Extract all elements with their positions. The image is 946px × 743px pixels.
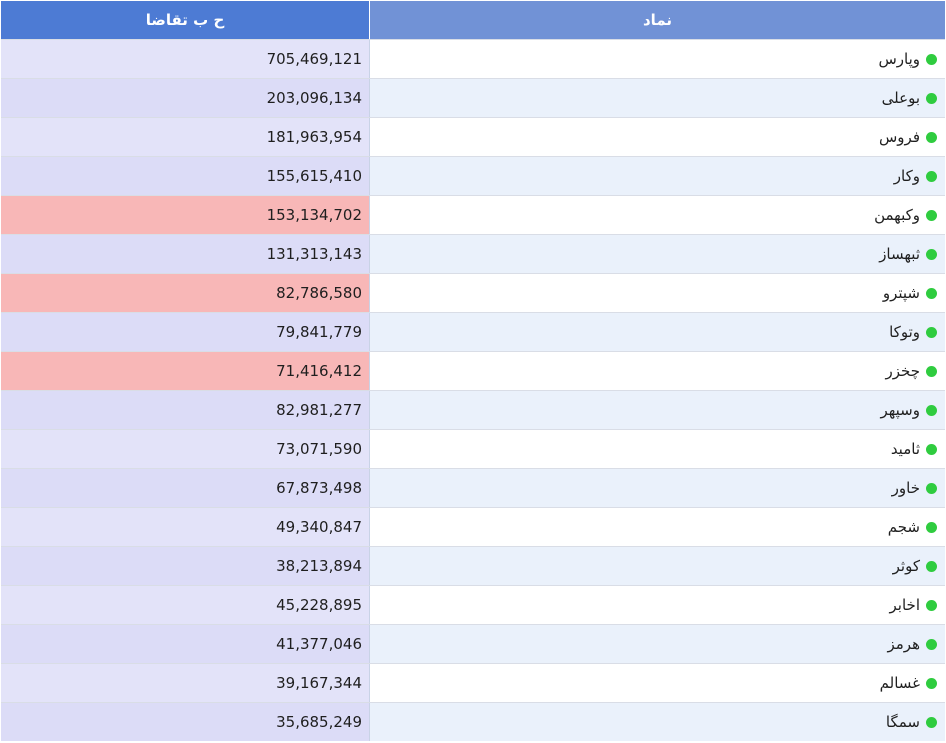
symbol-label: فروس [878, 128, 920, 146]
status-dot-icon [926, 443, 937, 455]
symbol-cell[interactable]: فروس [369, 118, 945, 156]
table-body: وپارس 705,469,121 بوعلی 203,096,134 فروس 181,… [1, 39, 945, 741]
status-dot-icon [926, 248, 937, 260]
demand-value-cell: 705,469,121 [1, 40, 369, 78]
status-dot-icon [926, 521, 937, 533]
symbol-label: وکار [893, 167, 920, 185]
symbol-label: شپترو [882, 284, 920, 302]
symbol-cell[interactable]: وپارس [369, 40, 945, 78]
demand-value-cell: 41,377,046 [1, 625, 369, 663]
symbol-cell[interactable]: شپترو [369, 274, 945, 312]
symbol-cell[interactable]: ثبهساز [369, 235, 945, 273]
status-dot-icon [926, 560, 937, 572]
symbol-cell[interactable]: وتوکا [369, 313, 945, 351]
symbol-label: وکبهمن [874, 206, 920, 224]
symbol-label: غسالم [879, 674, 920, 692]
demand-value-cell: 39,167,344 [1, 664, 369, 702]
table-row[interactable]: وپارس 705,469,121 [1, 39, 945, 78]
table-row[interactable]: وکبهمن 153,134,702 [1, 195, 945, 234]
status-dot-icon [926, 326, 937, 338]
status-dot-icon [926, 404, 937, 416]
column-header-symbol[interactable]: نماد [369, 1, 945, 39]
demand-value-cell: 181,963,954 [1, 118, 369, 156]
status-dot-icon [926, 599, 937, 611]
symbol-cell[interactable]: ثامید [369, 430, 945, 468]
status-dot-icon [926, 677, 937, 689]
symbol-cell[interactable]: خاور [369, 469, 945, 507]
symbol-cell[interactable]: وکبهمن [369, 196, 945, 234]
table-row[interactable]: وکار 155,615,410 [1, 156, 945, 195]
demand-value-cell: 203,096,134 [1, 79, 369, 117]
symbol-cell[interactable]: شجم [369, 508, 945, 546]
symbol-label: چخزر [885, 362, 920, 380]
table-row[interactable]: ثامید 73,071,590 [1, 429, 945, 468]
table-row[interactable]: هرمز 41,377,046 [1, 624, 945, 663]
demand-value-cell: 73,071,590 [1, 430, 369, 468]
table-row[interactable]: چخزر 71,416,412 [1, 351, 945, 390]
status-dot-icon [926, 92, 937, 104]
symbol-cell[interactable]: بوعلی [369, 79, 945, 117]
demand-value-cell: 67,873,498 [1, 469, 369, 507]
table-row[interactable]: اخابر 45,228,895 [1, 585, 945, 624]
table-row[interactable]: وسپهر 82,981,277 [1, 390, 945, 429]
table-row[interactable]: خاور 67,873,498 [1, 468, 945, 507]
symbol-label: وپارس [878, 50, 920, 68]
symbol-label: اخابر [889, 596, 920, 614]
status-dot-icon [926, 365, 937, 377]
table-header: نماد ح ب تقاضا [1, 1, 945, 39]
symbol-label: وسپهر [880, 401, 920, 419]
symbol-cell[interactable]: وسپهر [369, 391, 945, 429]
demand-value-cell: 79,841,779 [1, 313, 369, 351]
table-row[interactable]: غسالم 39,167,344 [1, 663, 945, 702]
symbol-label: وتوکا [889, 323, 920, 341]
table-row[interactable]: بوعلی 203,096,134 [1, 78, 945, 117]
symbol-cell[interactable]: غسالم [369, 664, 945, 702]
table-row[interactable]: شپترو 82,786,580 [1, 273, 945, 312]
symbol-label: سمگا [885, 713, 920, 731]
status-dot-icon [926, 53, 937, 65]
demand-value-cell: 131,313,143 [1, 235, 369, 273]
symbol-label: بوعلی [881, 89, 920, 107]
symbol-label: ثبهساز [879, 245, 920, 263]
demand-value-cell: 82,981,277 [1, 391, 369, 429]
status-dot-icon [926, 209, 937, 221]
symbol-label: ثامید [890, 440, 920, 458]
symbol-cell[interactable]: اخابر [369, 586, 945, 624]
demand-value-cell: 45,228,895 [1, 586, 369, 624]
status-dot-icon [926, 131, 937, 143]
status-dot-icon [926, 638, 937, 650]
table-row[interactable]: کوثر 38,213,894 [1, 546, 945, 585]
symbol-label: کوثر [892, 557, 920, 575]
table-row[interactable]: ثبهساز 131,313,143 [1, 234, 945, 273]
table-row[interactable]: سمگا 35,685,249 [1, 702, 945, 741]
symbol-cell[interactable]: کوثر [369, 547, 945, 585]
status-dot-icon [926, 716, 937, 728]
status-dot-icon [926, 287, 937, 299]
column-header-demand[interactable]: ح ب تقاضا [1, 1, 369, 39]
symbol-cell[interactable]: چخزر [369, 352, 945, 390]
symbol-label: خاور [891, 479, 920, 497]
demand-value-cell: 38,213,894 [1, 547, 369, 585]
demand-value-cell: 71,416,412 [1, 352, 369, 390]
table-row[interactable]: وتوکا 79,841,779 [1, 312, 945, 351]
symbol-label: شجم [887, 518, 920, 536]
demand-value-cell: 155,615,410 [1, 157, 369, 195]
status-dot-icon [926, 482, 937, 494]
symbol-cell[interactable]: هرمز [369, 625, 945, 663]
demand-value-cell: 82,786,580 [1, 274, 369, 312]
status-dot-icon [926, 170, 937, 182]
demand-value-cell: 49,340,847 [1, 508, 369, 546]
table-row[interactable]: شجم 49,340,847 [1, 507, 945, 546]
demand-value-cell: 35,685,249 [1, 703, 369, 741]
symbol-cell[interactable]: وکار [369, 157, 945, 195]
symbol-label: هرمز [887, 635, 921, 653]
symbol-cell[interactable]: سمگا [369, 703, 945, 741]
demand-value-cell: 153,134,702 [1, 196, 369, 234]
table-row[interactable]: فروس 181,963,954 [1, 117, 945, 156]
